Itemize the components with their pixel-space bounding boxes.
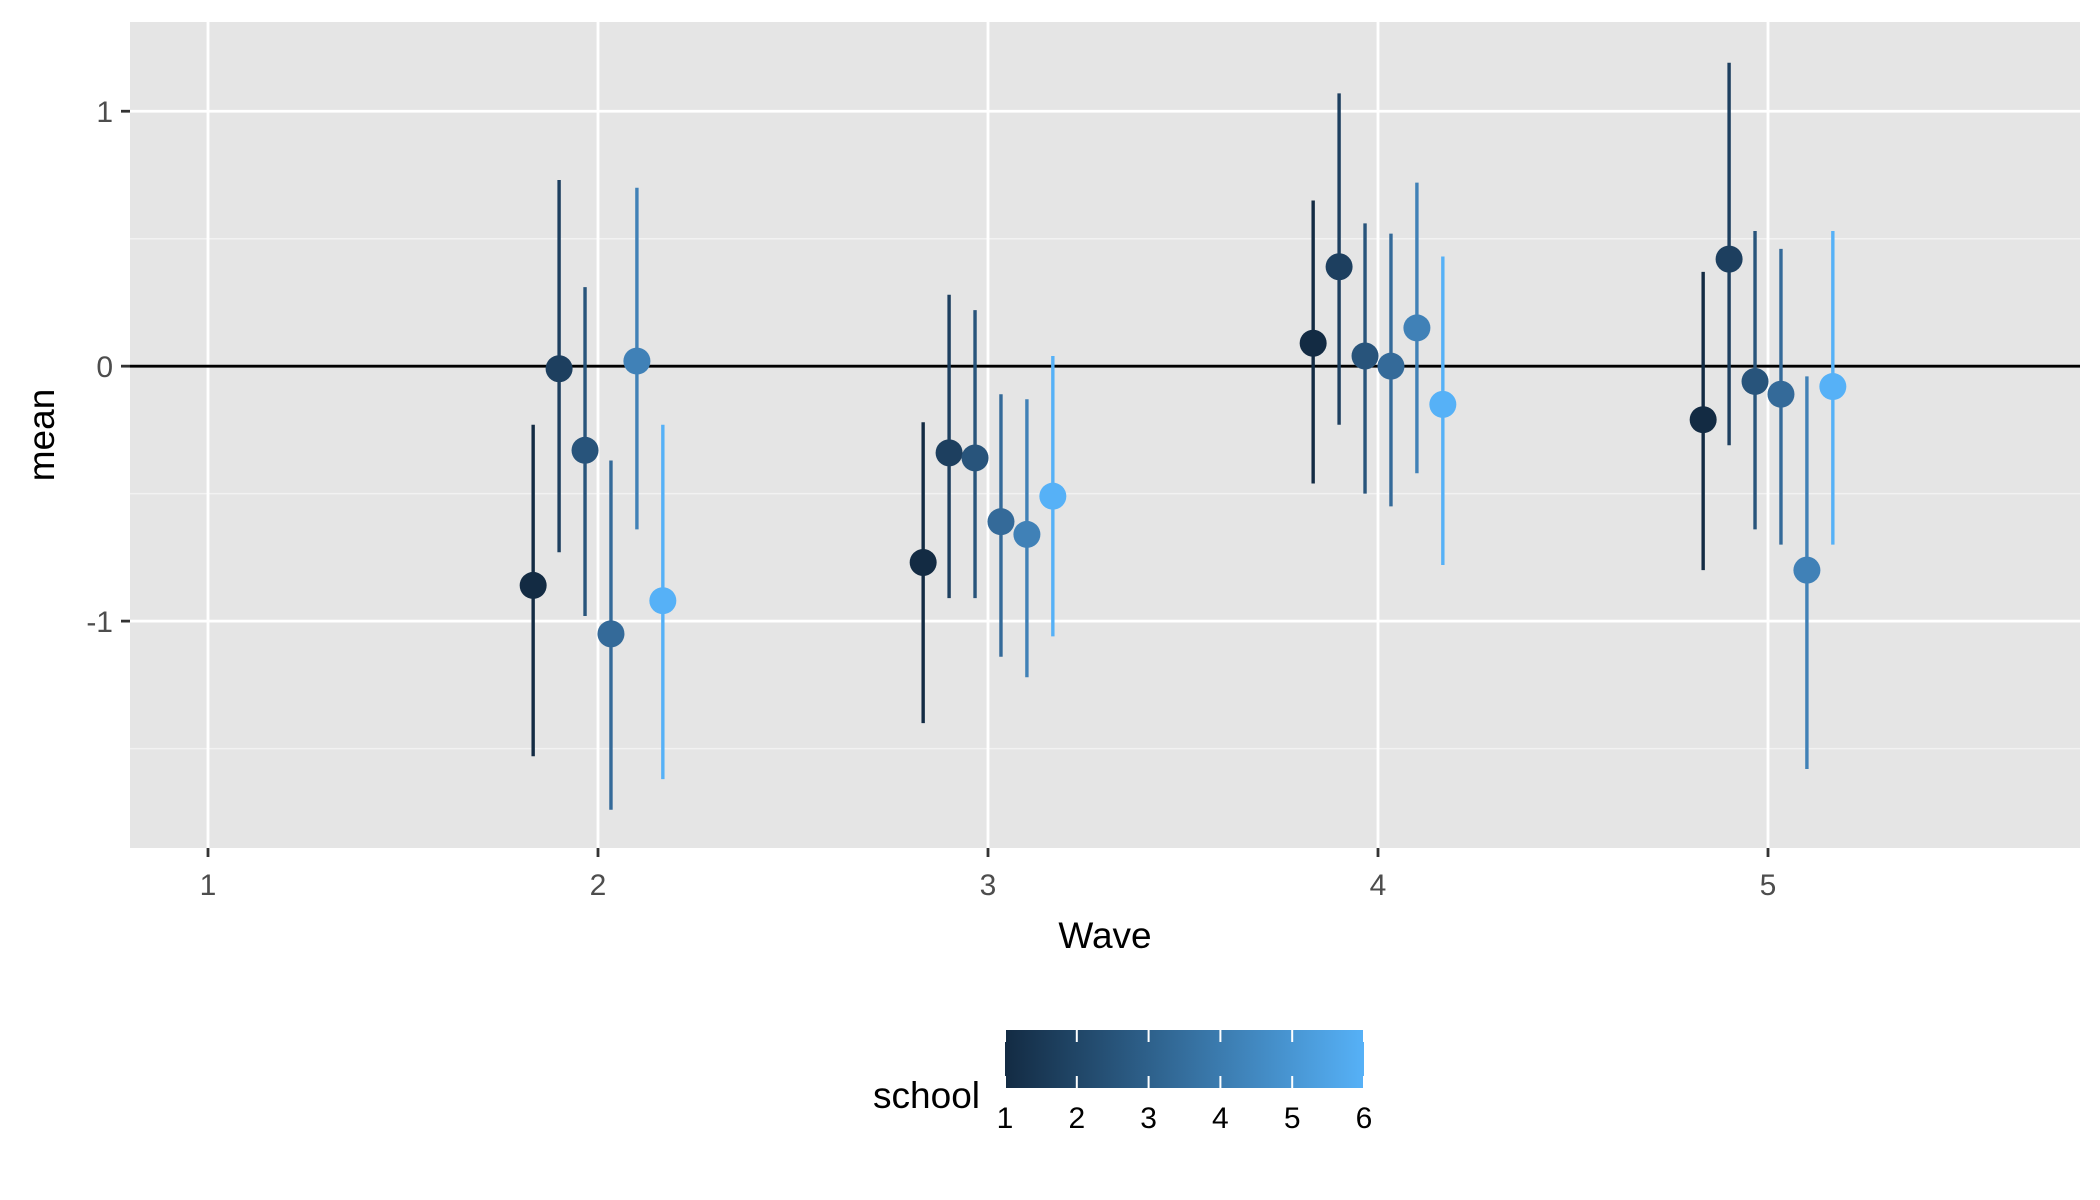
data-point: [1767, 380, 1795, 408]
data-point: [1429, 390, 1457, 418]
x-tick-label: 2: [590, 869, 607, 902]
y-axis-title: mean: [21, 389, 62, 482]
data-point: [961, 444, 989, 472]
axes: -1 0 1 1 2 3 4 5: [86, 96, 1776, 902]
data-point: [1325, 253, 1353, 281]
data-point: [519, 571, 547, 599]
y-tick-label: 1: [96, 96, 113, 129]
legend-tick-label: 6: [1356, 1102, 1373, 1135]
data-point: [1819, 373, 1847, 401]
legend-tick-label: 3: [1140, 1102, 1157, 1135]
legend-tick-label: 1: [997, 1102, 1014, 1135]
data-point: [1299, 329, 1327, 357]
x-tick-label: 3: [980, 869, 997, 902]
data-point: [935, 439, 963, 467]
data-point: [597, 620, 625, 648]
legend-colorbar: [1005, 1030, 1364, 1088]
data-point: [1689, 406, 1717, 434]
data-point: [571, 436, 599, 464]
y-tick-label: -1: [86, 606, 113, 639]
data-point: [1377, 352, 1405, 380]
x-tick-label: 1: [200, 869, 217, 902]
legend-tick-label: 4: [1212, 1102, 1229, 1135]
data-point: [1039, 482, 1067, 510]
data-point: [649, 587, 677, 615]
x-axis-title: Wave: [1058, 915, 1151, 956]
data-point: [1715, 245, 1743, 273]
legend-ticks: 1 2 3 4 5 6: [997, 1030, 1373, 1135]
x-tick-label: 4: [1370, 869, 1387, 902]
data-point: [1793, 556, 1821, 584]
x-tick-label: 5: [1760, 869, 1777, 902]
data-point: [1351, 342, 1379, 370]
panel-background: [130, 22, 2080, 848]
legend-title: school: [873, 1075, 980, 1116]
y-tick-label: 0: [96, 351, 113, 384]
data-point: [1013, 520, 1041, 548]
legend-tick-label: 5: [1284, 1102, 1301, 1135]
data-point: [909, 548, 937, 576]
legend-tick-label: 2: [1068, 1102, 1085, 1135]
data-point: [1741, 367, 1769, 395]
data-point: [623, 347, 651, 375]
data-marks: [519, 62, 1847, 810]
data-point: [545, 355, 573, 383]
data-point: [987, 508, 1015, 536]
legend: school 1 2 3 4 5 6: [873, 1030, 1372, 1135]
data-point: [1403, 314, 1431, 342]
